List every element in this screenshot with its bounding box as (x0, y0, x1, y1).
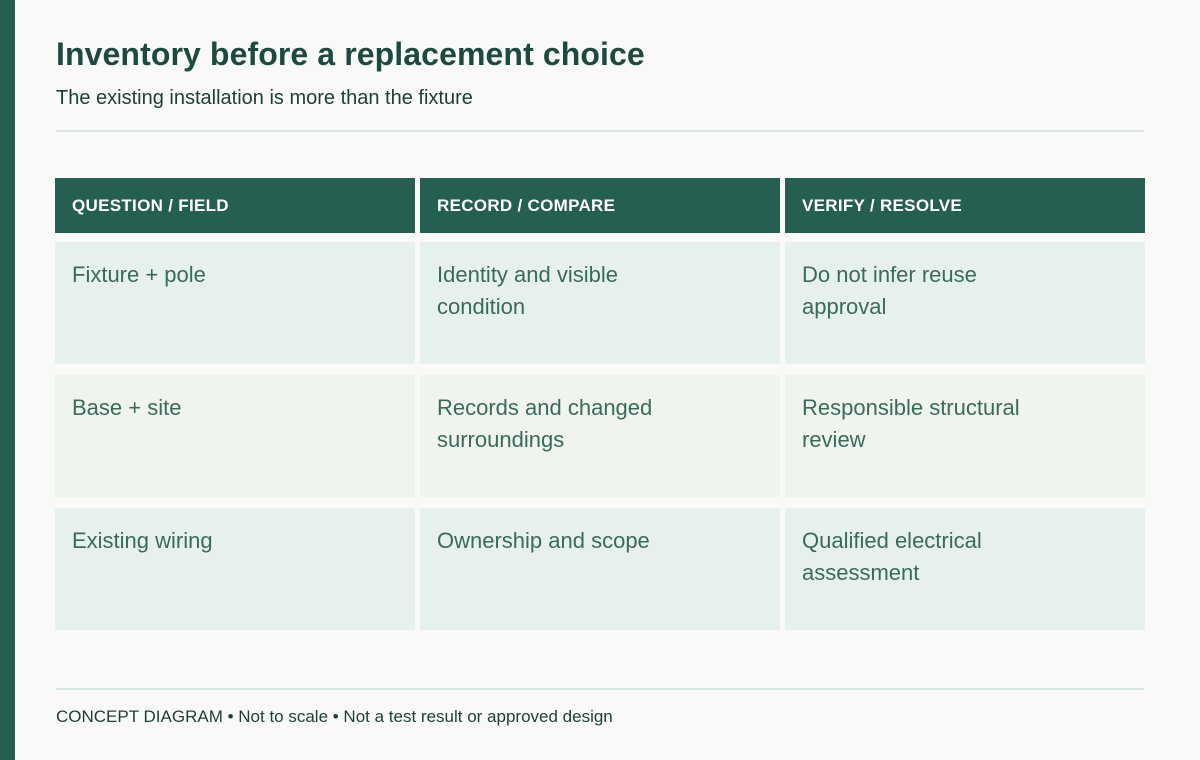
table-cell: Responsible structural review (785, 375, 1145, 497)
divider-bottom (56, 688, 1144, 690)
cell-text: Ownership and scope (437, 528, 650, 553)
table-cell: Records and changed surroundings (420, 375, 780, 497)
cell-text: Responsible structural review (802, 395, 1020, 452)
table-cell: Identity and visible condition (420, 242, 780, 364)
table-cell: Fixture + pole (55, 242, 415, 364)
footnote: CONCEPT DIAGRAM • Not to scale • Not a t… (56, 707, 613, 726)
cell-text: Do not infer reuse approval (802, 262, 977, 319)
table-cell: Base + site (55, 375, 415, 497)
column-header-question-field: QUESTION / FIELD (55, 178, 415, 233)
table-cell: Existing wiring (55, 508, 415, 630)
cell-text: Records and changed surroundings (437, 395, 653, 452)
cell-text: Qualified electrical assessment (802, 528, 982, 585)
cell-text: Fixture + pole (72, 262, 206, 287)
accent-bar (0, 0, 15, 760)
column-header-verify-resolve: VERIFY / RESOLVE (785, 178, 1145, 233)
column-header-record-compare: RECORD / COMPARE (420, 178, 780, 233)
page-title: Inventory before a replacement choice (56, 36, 645, 72)
page-subtitle: The existing installation is more than t… (56, 87, 473, 109)
table-cell: Ownership and scope (420, 508, 780, 630)
table-cell: Do not infer reuse approval (785, 242, 1145, 364)
cell-text: Base + site (72, 395, 182, 420)
cell-text: Existing wiring (72, 528, 213, 553)
divider-top (56, 130, 1144, 132)
cell-text: Identity and visible condition (437, 262, 618, 319)
table-cell: Qualified electrical assessment (785, 508, 1145, 630)
inventory-table: QUESTION / FIELD RECORD / COMPARE VERIFY… (55, 178, 1145, 630)
